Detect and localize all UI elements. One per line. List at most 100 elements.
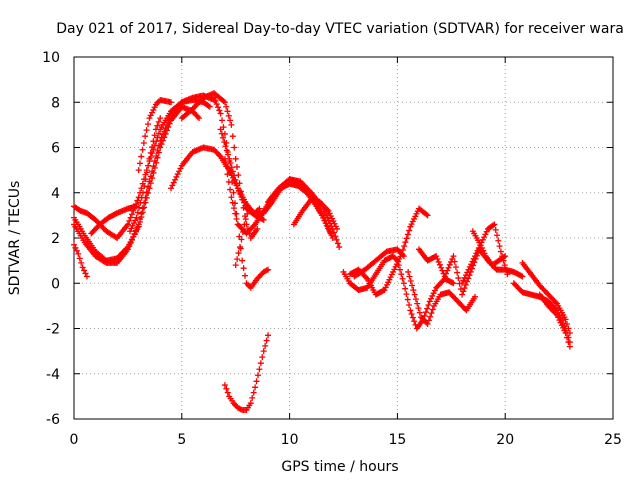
series-arc-15 <box>290 196 341 232</box>
data-point <box>150 163 157 170</box>
data-point <box>101 259 108 266</box>
data-point <box>336 244 343 251</box>
data-point <box>157 115 164 122</box>
data-point <box>406 227 413 234</box>
data-point <box>231 172 238 179</box>
data-point <box>228 194 235 201</box>
data-point <box>411 318 418 325</box>
y-axis-label: SDTVAR / TECUs <box>7 181 23 296</box>
x-tick-label: 15 <box>388 432 406 448</box>
data-point <box>462 272 469 279</box>
data-point <box>219 117 226 124</box>
data-point <box>232 210 239 217</box>
data-point <box>263 337 270 344</box>
data-point <box>82 270 89 277</box>
data-point <box>132 227 139 234</box>
data-point <box>564 320 571 327</box>
data-point <box>221 155 228 162</box>
data-point <box>239 196 246 203</box>
data-point <box>152 126 159 133</box>
data-point <box>519 273 526 280</box>
data-point <box>565 325 572 332</box>
data-point <box>220 134 227 141</box>
data-point <box>149 109 156 116</box>
data-point <box>459 291 466 298</box>
data-point <box>232 262 239 269</box>
data-point <box>242 272 249 279</box>
data-point <box>76 255 83 262</box>
data-point <box>223 103 230 110</box>
series-arc-19 <box>351 246 407 280</box>
series-arc-12 <box>221 155 336 241</box>
data-point <box>459 280 466 287</box>
data-point <box>500 254 507 261</box>
series-arc-02 <box>71 103 203 264</box>
data-point <box>234 256 241 263</box>
data-point <box>244 210 251 217</box>
data-point <box>216 107 223 114</box>
data-point <box>130 220 137 227</box>
series-arc-24 <box>469 228 509 269</box>
data-point <box>444 267 451 274</box>
data-point <box>142 176 149 183</box>
data-point <box>139 189 146 196</box>
data-point <box>425 301 432 308</box>
data-point <box>223 163 230 170</box>
data-point <box>134 224 141 231</box>
data-point <box>130 233 137 240</box>
y-tick-label: -4 <box>46 367 60 383</box>
data-point <box>461 274 468 281</box>
data-point <box>143 127 150 134</box>
data-point <box>75 250 82 257</box>
y-tick-label: 10 <box>42 50 60 66</box>
series-arc-01 <box>71 241 90 280</box>
data-point <box>127 240 134 247</box>
data-point <box>409 282 416 289</box>
data-point <box>150 138 157 145</box>
data-point <box>142 133 149 140</box>
data-point <box>400 280 407 287</box>
x-axis-label: GPS time / hours <box>281 459 398 475</box>
data-point <box>414 300 421 307</box>
data-point <box>236 233 243 240</box>
data-point <box>412 296 419 303</box>
data-point <box>460 288 467 295</box>
y-tick-label: 0 <box>51 276 60 292</box>
data-point <box>217 110 224 117</box>
data-point <box>154 122 161 129</box>
data-point <box>405 268 412 275</box>
data-point <box>265 266 272 273</box>
data-point <box>403 291 410 298</box>
data-point <box>424 320 431 327</box>
data-point <box>429 292 436 299</box>
data-point <box>483 228 490 235</box>
data-point <box>438 264 445 271</box>
data-point <box>72 244 79 251</box>
data-point <box>78 259 85 266</box>
data-point <box>455 275 462 282</box>
data-point <box>256 366 263 373</box>
data-point <box>126 243 133 250</box>
data-point <box>238 236 245 243</box>
data-point <box>153 152 160 159</box>
data-point <box>426 298 433 305</box>
data-point <box>174 171 181 178</box>
data-point <box>169 182 176 189</box>
data-point <box>147 173 154 180</box>
data-point <box>155 130 162 137</box>
data-point <box>173 173 180 180</box>
data-point <box>428 310 435 317</box>
data-point <box>241 199 248 206</box>
data-point <box>481 250 488 257</box>
data-point <box>443 270 450 277</box>
data-point <box>446 261 453 268</box>
grid-lines <box>74 57 613 419</box>
data-point <box>131 230 138 237</box>
data-point <box>221 99 228 106</box>
series-arc-21 <box>405 268 479 327</box>
data-point <box>147 112 154 119</box>
data-point <box>424 305 431 312</box>
data-point <box>124 221 131 228</box>
data-point <box>155 118 162 125</box>
data-point <box>159 131 166 138</box>
